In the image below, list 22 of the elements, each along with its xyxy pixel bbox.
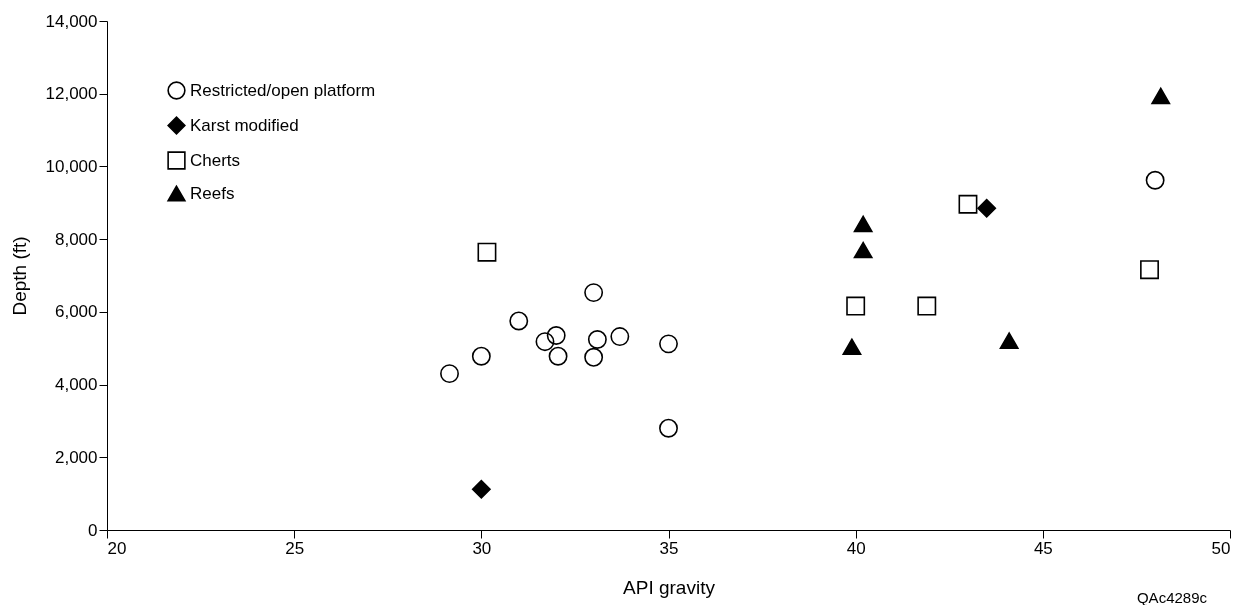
y-tick-label: 12,000	[45, 84, 98, 104]
x-axis-title: API gravity	[623, 576, 716, 598]
text: QAc4289c	[1136, 589, 1208, 606]
x-tick-label: 45	[1033, 538, 1053, 558]
y-tick-label: 2,000	[54, 447, 98, 467]
x-tick-label: 40	[846, 538, 866, 558]
y-tick-label: 0	[88, 520, 98, 540]
y-tick-label: 10,000	[45, 156, 98, 176]
y-tick-label: 14,000	[45, 11, 98, 31]
x-tick-label: 20	[107, 538, 127, 558]
x-tick-label: 30	[472, 538, 492, 558]
x-tick-label: 50	[1211, 538, 1231, 558]
x-tick-label: 25	[285, 538, 305, 558]
y-tick-label: 8,000	[54, 229, 98, 249]
y-axis-title: Depth (ft)	[8, 236, 30, 316]
y-tick-label: 6,000	[54, 302, 98, 322]
x-tick-label: 35	[659, 538, 679, 558]
legend-label: Reefs	[190, 183, 235, 203]
legend-label: Cherts	[190, 150, 241, 170]
legend-label: Karst modified	[190, 115, 299, 135]
y-tick-label: 4,000	[54, 375, 98, 395]
legend-label: Restricted/open platform	[190, 80, 376, 100]
